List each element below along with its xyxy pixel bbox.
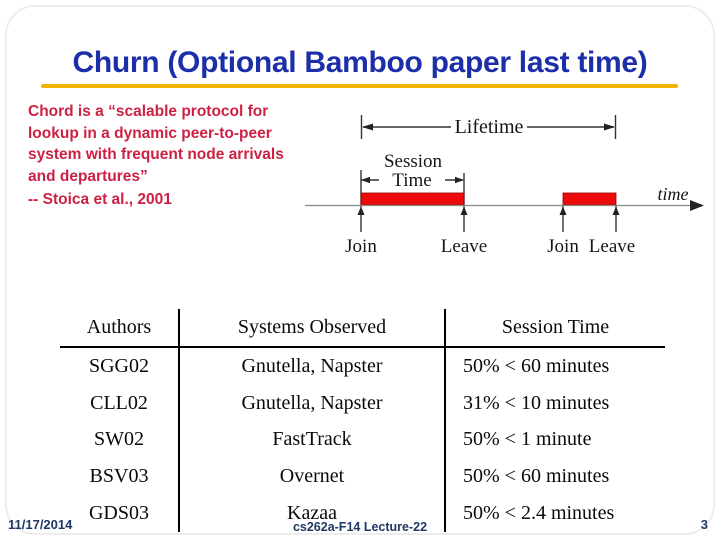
arrowhead-left-icon [361, 176, 370, 184]
cell-session-time: 50% < 60 minutes [444, 348, 665, 385]
slide-title: Churn (Optional Bamboo paper last time) [72, 46, 648, 79]
cell-systems: Gnutella, Napster [178, 384, 444, 422]
arrowhead-right-icon [455, 176, 464, 184]
table-row: SGG02 Gnutella, Napster 50% < 60 minutes [60, 348, 665, 385]
table-row: CLL02 Gnutella, Napster 31% < 10 minutes [60, 384, 665, 422]
cell-authors: SGG02 [88, 354, 149, 377]
quote-line: lookup in a dynamic peer-to-peer [28, 124, 272, 142]
title-underline [41, 84, 678, 88]
quote-attribution: -- Stoica et al., 2001 [28, 190, 172, 208]
session-time-label: Time [392, 170, 431, 191]
cell-session-time: 50% < 60 minutes [444, 458, 665, 496]
quote-line: and departures” [28, 168, 148, 186]
footer-date: 11/17/2014 [8, 517, 73, 532]
cell-authors: SW02 [94, 428, 144, 451]
cell-systems: Kazaa [178, 495, 444, 532]
cell-systems: Overnet [178, 458, 444, 496]
arrowhead-left-icon [362, 123, 373, 131]
session-bar-1 [360, 192, 465, 206]
cell-session-time: 31% < 10 minutes [444, 384, 665, 422]
time-axis-label: time [658, 184, 689, 204]
chord-quote: Chord is a “scalable protocol for lookup… [28, 101, 284, 211]
leave2-label: Leave [589, 236, 635, 257]
table-row: GDS03 Kazaa 50% < 2.4 minutes [60, 495, 665, 532]
cell-authors: GDS03 [88, 502, 149, 525]
arrowhead-right-icon [604, 123, 615, 131]
quote-line: system with frequent node arrivals [28, 146, 284, 164]
cell-systems: FastTrack [178, 421, 444, 459]
cell-systems: Gnutella, Napster [178, 348, 444, 385]
cell-authors: CLL02 [90, 391, 148, 414]
table-row: SW02 FastTrack 50% < 1 minute [60, 421, 665, 459]
up-arrowhead-icon [559, 206, 567, 215]
quote-line: Chord is a “scalable protocol for [28, 103, 269, 120]
column-header-systems: Systems Observed [178, 309, 444, 346]
churn-studies-table: Authors Systems Observed Session Time SG… [60, 309, 665, 532]
footer-page-number: 3 [700, 517, 708, 532]
up-arrowhead-icon [357, 206, 365, 215]
footer-course-label: cs262a-F14 Lecture-22 [292, 520, 428, 534]
up-arrowhead-icon [460, 206, 468, 215]
table-header-row: Authors Systems Observed Session Time [60, 309, 665, 348]
cell-session-time: 50% < 1 minute [444, 421, 665, 459]
session-label: Session [384, 151, 443, 172]
column-header-session-time: Session Time [444, 309, 665, 346]
cell-session-time: 50% < 2.4 minutes [444, 495, 665, 532]
table-row: BSV03 Overnet 50% < 60 minutes [60, 458, 665, 496]
lifetime-label: Lifetime [455, 116, 524, 138]
up-arrowhead-icon [612, 206, 620, 215]
session-bar-2 [562, 192, 617, 206]
join1-label: Join [345, 236, 377, 257]
time-axis-arrowhead-icon [690, 200, 704, 211]
leave1-label: Leave [441, 236, 487, 257]
session-lifetime-diagram: Lifetime Session Time time Join Leave Jo… [305, 115, 704, 257]
column-header-authors: Authors [86, 316, 152, 338]
cell-authors: BSV03 [89, 465, 149, 488]
join2-label: Join [547, 236, 579, 257]
